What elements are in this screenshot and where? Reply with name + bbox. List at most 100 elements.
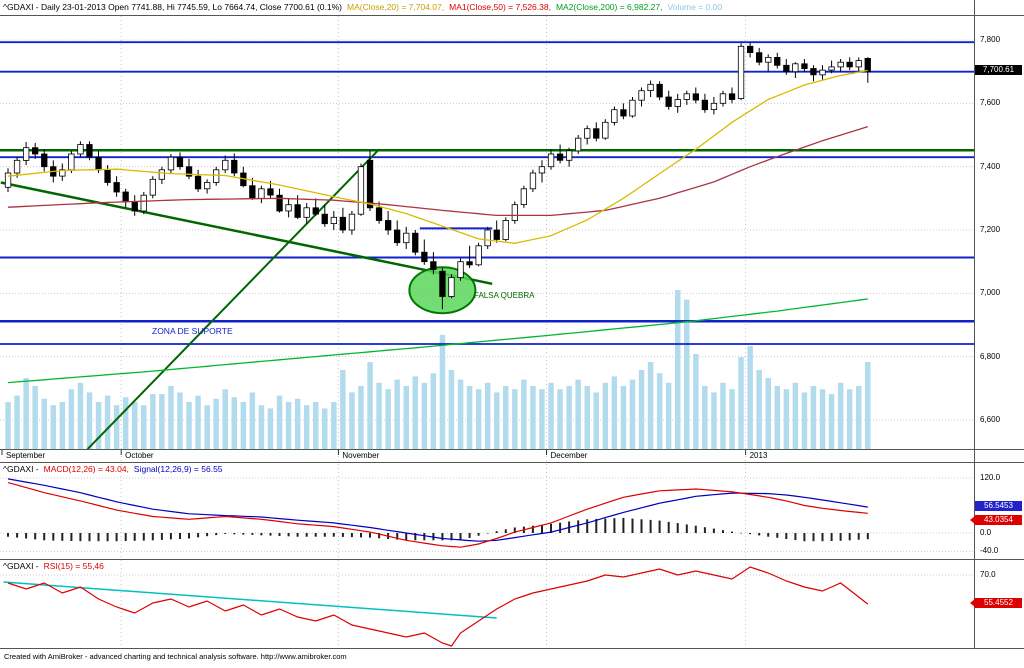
macd-histogram-bar	[450, 533, 453, 541]
volume-bar	[756, 370, 762, 450]
macd-histogram-bar	[88, 533, 91, 542]
volume-bar	[14, 395, 20, 450]
volume-bar	[765, 378, 771, 450]
volume-bar	[720, 382, 726, 450]
candle-body	[203, 182, 211, 190]
rsi-line	[7, 566, 869, 647]
annotation-falsa-quebra[interactable]: FALSA QUEBRA	[474, 291, 535, 300]
candle-body	[846, 61, 853, 68]
candle-body	[520, 188, 527, 206]
volume-bar	[195, 395, 201, 450]
ma50-line	[7, 125, 868, 217]
candle-body	[792, 63, 799, 73]
macd-histogram-bar	[369, 533, 371, 538]
title-ma200: MA2(Close,200) = 6,982.27,	[555, 2, 663, 12]
volume-bar	[783, 389, 790, 450]
candle-body	[629, 99, 636, 117]
macd-histogram-bar	[722, 530, 724, 533]
x-axis-month-label: September	[6, 451, 46, 460]
candle-body	[620, 109, 627, 117]
macd-pane-title: ^GDAXI - MACD(12,26) = 43.04, Signal(12,26…	[3, 464, 228, 474]
volume-bar	[575, 379, 581, 450]
volume-bar	[150, 394, 156, 450]
volume-bar	[23, 378, 29, 450]
macd-histogram-bar	[486, 533, 489, 534]
macd-histogram-bar	[160, 533, 163, 540]
volume-bar	[204, 405, 210, 450]
macd-histogram-bar	[857, 533, 860, 540]
candle-body	[765, 57, 772, 63]
title-ohlc: ^GDAXI - Daily 23-01-2013 Open 7741.88, …	[3, 2, 343, 12]
volume-bar	[620, 386, 627, 450]
macd-line	[7, 482, 868, 548]
macd-histogram-bar	[694, 525, 697, 533]
volume-bar	[557, 389, 563, 450]
y-axis-label: 7,000	[980, 288, 1001, 298]
candle-body	[276, 194, 283, 212]
candle-body	[294, 204, 301, 218]
candle-body	[783, 64, 790, 73]
candle-body	[4, 172, 12, 188]
macd-histogram-bar	[839, 533, 842, 541]
candle-body	[466, 261, 473, 266]
macd-histogram-bar	[794, 533, 797, 541]
macd-histogram-bar	[731, 531, 733, 533]
y-axis-label: 6,600	[980, 415, 1001, 424]
macd-histogram-bar	[278, 533, 281, 536]
volume-bar	[132, 402, 138, 450]
candle-body	[674, 99, 681, 107]
candle-body	[303, 207, 310, 218]
macd-histogram-bar	[133, 533, 136, 541]
macd-histogram-bar	[305, 533, 308, 537]
candle-body	[321, 213, 328, 225]
volume-bar	[394, 379, 400, 450]
volume-bars	[5, 290, 871, 450]
volume-bar	[711, 392, 717, 450]
candle-body	[819, 69, 826, 76]
volume-bar	[186, 402, 192, 450]
candle-body	[86, 144, 93, 158]
candle-body	[647, 83, 654, 92]
volume-bar	[249, 392, 256, 450]
price-pane-title: ^GDAXI - Daily 23-01-2013 Open 7741.88, …	[3, 2, 727, 12]
macd-histogram-bar	[142, 533, 145, 541]
trendline[interactable]	[86, 148, 380, 450]
candle-body	[285, 204, 292, 212]
candle-body	[158, 169, 166, 180]
macd-histogram-bar	[269, 533, 272, 536]
macd-histogram-bar	[25, 533, 28, 539]
macd-histogram-bar	[287, 533, 290, 537]
trendline[interactable]	[0, 181, 493, 286]
volume-bar	[475, 389, 482, 450]
candle-body	[828, 66, 835, 71]
candle-body	[131, 201, 138, 212]
macd-histogram-bar	[613, 518, 616, 533]
last-price-tag: 7,700.61	[975, 65, 1022, 76]
annotation-zona-de-suporte[interactable]: ZONA DE SUPORTE	[152, 326, 233, 336]
rsi-trendline[interactable]	[3, 581, 497, 619]
volume-bar	[258, 405, 265, 450]
volume-bar	[421, 382, 428, 450]
signal-line	[7, 478, 868, 542]
macd-histogram-bar	[513, 527, 516, 533]
y-axis-label: -40.0	[980, 546, 999, 556]
candle-body	[348, 213, 356, 231]
macd-histogram-bar	[595, 518, 598, 533]
macd-histogram-bar	[224, 533, 227, 534]
candle-body	[665, 96, 672, 107]
volume-bar	[856, 386, 862, 450]
volume-bar	[141, 405, 147, 450]
volume-bar	[738, 357, 744, 450]
volume-bar	[693, 354, 699, 450]
y-axis-label: 7,400	[980, 161, 1001, 171]
macd-histogram-bar	[776, 533, 779, 538]
macd-histogram-bar	[785, 533, 788, 539]
macd-histogram-bar	[260, 533, 263, 536]
volume-bar	[159, 394, 165, 450]
macd-histogram-bar	[812, 533, 815, 542]
gridlines	[0, 16, 974, 648]
volume-bar	[539, 389, 545, 450]
macd-histogram-bar	[360, 533, 362, 538]
x-axis-month-label: December	[550, 451, 588, 460]
